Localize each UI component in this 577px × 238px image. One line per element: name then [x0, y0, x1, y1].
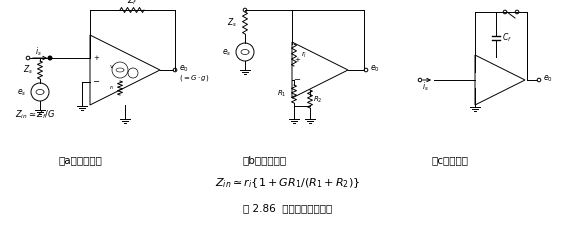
Text: （c）积分法: （c）积分法 — [432, 155, 469, 165]
Text: $e_0$: $e_0$ — [543, 74, 553, 84]
Text: $R_2$: $R_2$ — [313, 95, 323, 105]
Text: 图 2.86  弱电流的测量方法: 图 2.86 弱电流的测量方法 — [243, 203, 332, 213]
Text: $i_s$: $i_s$ — [422, 81, 428, 93]
Text: $Z_{in}\simeq Z_f/G$: $Z_{in}\simeq Z_f/G$ — [15, 109, 56, 121]
Text: $e_0$: $e_0$ — [179, 64, 189, 74]
Text: $Z_{in}\simeq r_i\{1+GR_1/(R_1+R_2)\}$: $Z_{in}\simeq r_i\{1+GR_1/(R_1+R_2)\}$ — [215, 176, 361, 190]
Text: （b）高阻抗法: （b）高阻抗法 — [243, 155, 287, 165]
Text: +: + — [294, 57, 300, 63]
Text: −: − — [92, 78, 99, 86]
Circle shape — [48, 56, 52, 60]
Text: （a）低阻抗法: （a）低阻抗法 — [58, 155, 102, 165]
Text: −: − — [294, 75, 301, 84]
Text: $(=G\cdot g)$: $(=G\cdot g)$ — [179, 73, 209, 83]
Text: $Z_s$: $Z_s$ — [23, 64, 33, 76]
Text: $R_1$: $R_1$ — [276, 89, 286, 99]
Text: $Z_f$: $Z_f$ — [126, 0, 137, 7]
Text: $Z_s$: $Z_s$ — [227, 17, 237, 29]
Text: $r_i$: $r_i$ — [301, 50, 307, 60]
Text: $C_f$: $C_f$ — [502, 32, 512, 44]
Text: $e_s$: $e_s$ — [17, 88, 26, 98]
Text: $e_0$: $e_0$ — [370, 64, 380, 74]
Text: $e_s$: $e_s$ — [222, 48, 231, 58]
Text: +: + — [93, 55, 99, 61]
Text: $v$: $v$ — [109, 64, 115, 70]
Text: $i_s$: $i_s$ — [35, 46, 42, 58]
Text: $r_i$: $r_i$ — [109, 84, 115, 92]
